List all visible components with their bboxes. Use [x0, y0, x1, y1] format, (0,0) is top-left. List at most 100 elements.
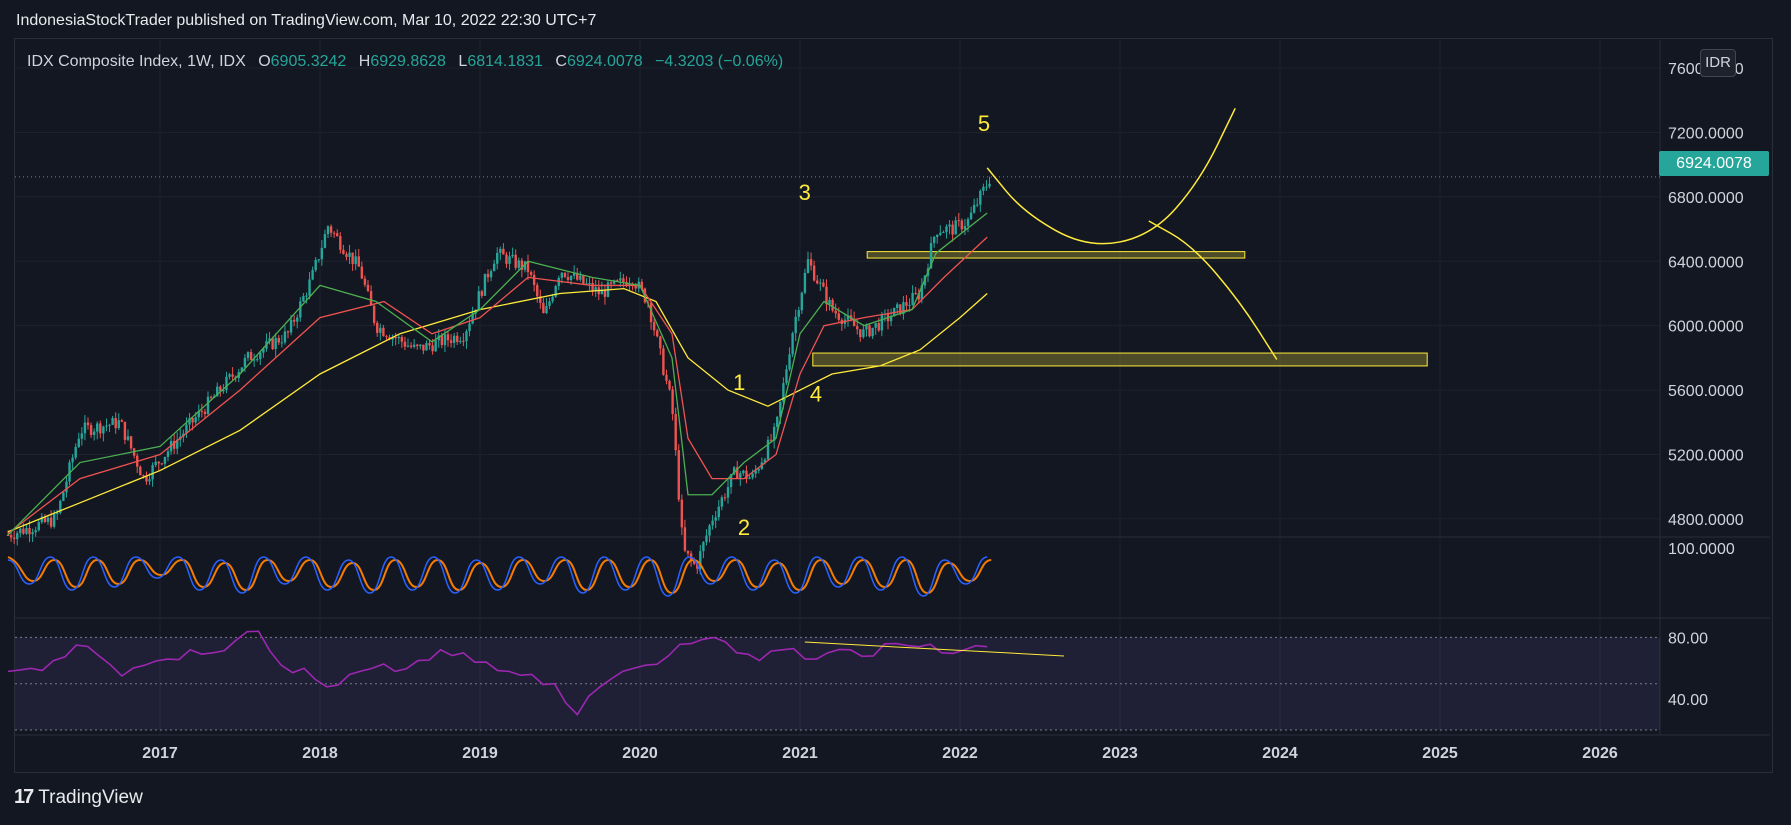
tradingview-logo[interactable]: 17 TradingView — [14, 786, 143, 809]
candle-body — [948, 224, 951, 227]
candle-body — [671, 389, 674, 415]
candle-body — [483, 273, 487, 296]
candle-body — [305, 295, 308, 297]
candle-body — [342, 249, 345, 254]
time-axis-label-2025: 2025 — [1422, 745, 1458, 762]
candle-body — [652, 322, 656, 331]
candle-body — [551, 296, 554, 302]
price-axis-label: 5200.0000 — [1668, 447, 1744, 464]
close-value: 6924.0078 — [566, 53, 643, 70]
currency-button[interactable]: IDR — [1700, 49, 1736, 77]
candle-body — [619, 278, 622, 281]
candle-body — [22, 528, 25, 534]
candle-body — [594, 287, 597, 292]
wave-label-2: 2 — [738, 515, 750, 540]
candle-body — [274, 337, 277, 350]
candle-body — [508, 256, 511, 264]
candle-body — [9, 535, 13, 538]
candle-body — [751, 473, 754, 478]
candle-body — [908, 304, 911, 306]
candle-body — [939, 232, 942, 235]
candle-body — [277, 337, 280, 343]
candle-body — [422, 344, 425, 351]
time-axis-label-2026: 2026 — [1582, 745, 1618, 762]
support-zone-1 — [866, 251, 1246, 259]
close-key: C — [555, 53, 567, 70]
moving-average-yellow — [7, 287, 988, 533]
candle-body — [296, 317, 299, 322]
price-axis-label: 4800.0000 — [1668, 512, 1744, 529]
candle-body — [194, 417, 197, 423]
candle-body — [154, 461, 157, 466]
moving-average-green — [7, 212, 988, 536]
candle-body — [745, 470, 748, 479]
candle-body — [871, 327, 874, 337]
candle-body — [717, 506, 720, 518]
candle-body — [43, 516, 47, 522]
candle-body — [317, 259, 320, 261]
candle-body — [803, 272, 807, 293]
candle-body — [929, 242, 933, 269]
candle-body — [459, 340, 462, 342]
time-axis-label-2022: 2022 — [942, 745, 978, 762]
candle-body — [111, 418, 114, 425]
candle-body — [932, 237, 936, 243]
candle-body — [677, 450, 680, 500]
candle-body — [246, 352, 250, 358]
candle-body — [502, 248, 505, 255]
candle-body — [142, 475, 145, 477]
candle-body — [366, 284, 370, 291]
candle-body — [71, 457, 74, 463]
candle-body — [172, 440, 176, 449]
candle-body — [252, 359, 256, 361]
candle-body — [809, 259, 813, 266]
candle-body — [345, 253, 348, 257]
candle-body — [865, 325, 868, 330]
candle-body — [59, 500, 62, 513]
candle-body — [492, 263, 496, 272]
candle-body — [569, 275, 573, 281]
rsi-divergence-arrow — [804, 641, 1065, 657]
price-axis-label: 6800.0000 — [1668, 190, 1744, 207]
candle-body — [12, 537, 16, 540]
candle-body — [462, 340, 465, 342]
candle-body — [794, 316, 797, 334]
candle-body — [443, 334, 447, 346]
candle-body — [120, 420, 124, 422]
ohlc-legend: IDX Composite Index, 1W, IDX O6905.3242 … — [27, 53, 783, 71]
time-axis-label-2023: 2023 — [1102, 745, 1138, 762]
chart-frame — [14, 38, 1773, 773]
tradingview-logo-text: TradingView — [38, 786, 143, 808]
candle-body — [816, 280, 819, 284]
candle-body — [902, 302, 905, 315]
candle-body — [259, 352, 262, 360]
time-axis-label-2024: 2024 — [1262, 745, 1298, 762]
candle-body — [659, 336, 662, 349]
candle-body — [191, 418, 194, 423]
candle-body — [46, 517, 50, 522]
candle-body — [976, 204, 979, 206]
candle-body — [588, 282, 591, 284]
candle-body — [416, 344, 419, 347]
candle-body — [6, 535, 10, 536]
candle-body — [197, 410, 200, 418]
candle-body — [397, 336, 400, 339]
wave-label-5: 5 — [978, 111, 990, 136]
candle-body — [209, 396, 213, 398]
candle-body — [406, 345, 410, 347]
candle-body — [757, 468, 760, 471]
candle-body — [726, 487, 730, 498]
candle-body — [452, 335, 456, 343]
candle-body — [812, 265, 816, 281]
candle-body — [16, 533, 19, 540]
candle-body — [376, 322, 379, 333]
candle-body — [74, 446, 77, 458]
candle-body — [308, 279, 311, 296]
candle-body — [982, 186, 985, 191]
candle-body — [77, 438, 80, 447]
candle-body — [129, 436, 133, 449]
candle-body — [582, 275, 585, 284]
candle-body — [428, 343, 431, 346]
candle-body — [231, 374, 234, 377]
